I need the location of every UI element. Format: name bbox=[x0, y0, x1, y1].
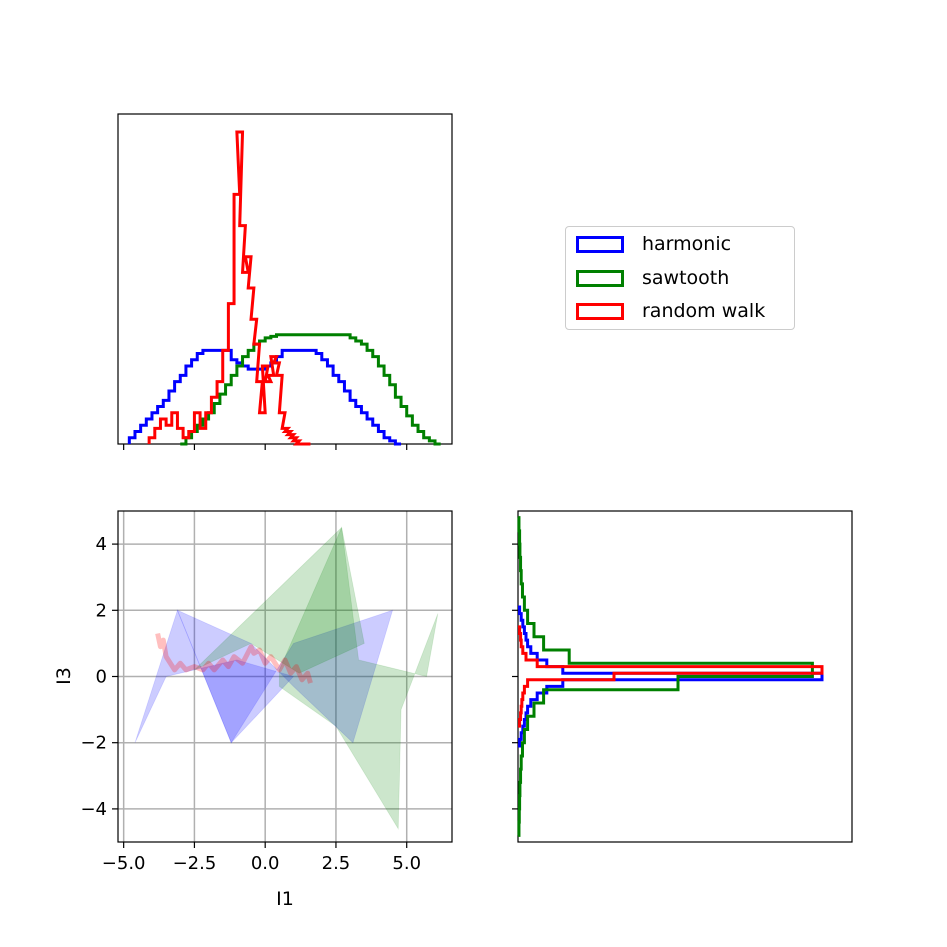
main-fill-sawtooth-0 bbox=[194, 526, 365, 674]
main-y-tick-label: 4 bbox=[96, 534, 107, 555]
main-x-tick-label: −2.5 bbox=[173, 853, 217, 874]
legend-item-random-walk: random walk bbox=[576, 296, 765, 326]
main-fill-harmonic-0 bbox=[134, 609, 295, 744]
main-fill-harmonic-1 bbox=[176, 609, 394, 744]
side-histogram-panel bbox=[512, 510, 853, 843]
main-path-random-walk bbox=[155, 632, 313, 684]
legend-label-random-walk: random walk bbox=[642, 300, 766, 322]
side-hist-line-sawtooth bbox=[517, 516, 814, 837]
main-x-tick-label: 2.5 bbox=[322, 853, 351, 874]
legend-swatch-random-walk bbox=[576, 302, 624, 320]
legend-label-sawtooth: sawtooth bbox=[642, 267, 730, 289]
side-histogram-series bbox=[517, 516, 824, 837]
side-histogram-y-ticks bbox=[512, 543, 518, 810]
main-panel-series bbox=[134, 526, 439, 831]
main-y-tick-label: −4 bbox=[80, 799, 107, 820]
main-y-axis-label: I3 bbox=[53, 667, 75, 685]
main-y-tick-label: −2 bbox=[80, 733, 107, 754]
legend: harmonic sawtooth random walk bbox=[565, 226, 795, 330]
top-hist-line-random-walk bbox=[147, 130, 311, 446]
legend-label-harmonic: harmonic bbox=[642, 233, 732, 255]
main-scatter-panel: −5.0 −2.5 0.0 2.5 5.0 −4 −2 0 2 4 I1 I3 bbox=[53, 510, 453, 910]
side-hist-line-random-walk bbox=[518, 625, 824, 728]
legend-item-harmonic: harmonic bbox=[576, 229, 731, 259]
main-y-tick-label: 2 bbox=[96, 600, 107, 621]
legend-item-sawtooth: sawtooth bbox=[576, 263, 729, 293]
top-hist-line-sawtooth bbox=[180, 333, 441, 446]
main-panel-grid bbox=[118, 511, 452, 842]
main-x-axis-label: I1 bbox=[276, 888, 294, 910]
top-hist-line-harmonic bbox=[127, 348, 402, 446]
top-histogram-series bbox=[127, 130, 441, 446]
top-histogram-panel bbox=[117, 113, 453, 450]
legend-swatch-harmonic bbox=[576, 235, 624, 253]
legend-swatch-sawtooth bbox=[576, 269, 624, 287]
main-x-tick-label: 5.0 bbox=[392, 853, 421, 874]
main-x-tick-label: −5.0 bbox=[102, 853, 146, 874]
top-histogram-x-ticks bbox=[123, 444, 408, 450]
main-panel-y-ticks: −4 −2 0 2 4 bbox=[80, 534, 118, 820]
side-hist-line-harmonic bbox=[518, 605, 824, 748]
main-y-tick-label: 0 bbox=[96, 667, 107, 688]
main-x-tick-label: 0.0 bbox=[251, 853, 280, 874]
main-panel-x-ticks: −5.0 −2.5 0.0 2.5 5.0 bbox=[102, 842, 421, 874]
main-fill-sawtooth-1 bbox=[278, 526, 439, 831]
